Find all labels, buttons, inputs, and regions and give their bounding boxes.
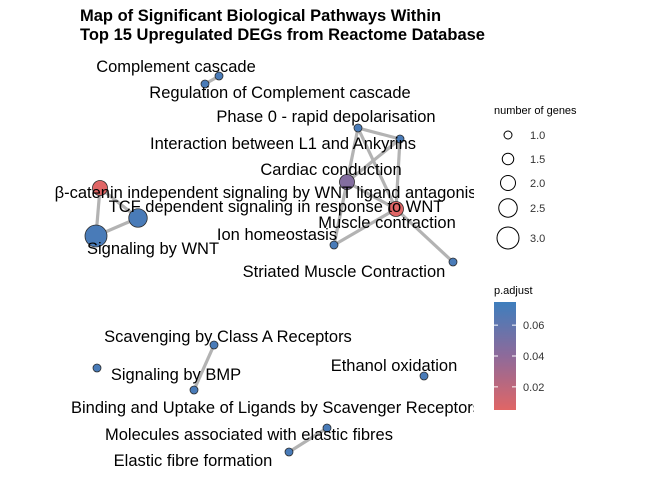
node-label-l1_ankyrins: Interaction between L1 and Ankyrins xyxy=(150,135,416,153)
node-binding xyxy=(189,385,199,395)
node-label-complement: Complement cascade xyxy=(96,58,256,76)
color-legend-title: p.adjust xyxy=(494,285,533,297)
color-legend-bar xyxy=(494,302,516,410)
labels-layer: Complement cascade Regulation of Compleme… xyxy=(55,58,490,470)
node-label-tcf_wnt: TCF dependent signaling in response to W… xyxy=(109,198,444,216)
node-cardiac xyxy=(339,174,355,190)
node-label-binding: Binding and Uptake of Ligands by Scaveng… xyxy=(71,399,481,417)
size-legend-key-3 xyxy=(498,198,518,218)
edge-muscle_contraction-striated xyxy=(394,207,455,264)
size-legend-key-2 xyxy=(500,175,516,191)
color-legend-label-2: 0.02 xyxy=(523,382,544,394)
color-legend-label-0: 0.06 xyxy=(523,320,544,332)
node-complement xyxy=(200,79,210,89)
node-label-striated: Striated Muscle Contraction xyxy=(243,263,446,281)
edges-layer xyxy=(94,74,455,454)
size-legend-title: number of genes xyxy=(494,105,577,117)
color-legend-label-1: 0.04 xyxy=(523,351,544,363)
node-label-elastic_form: Elastic fibre formation xyxy=(114,452,273,470)
edge-scav_a-binding xyxy=(192,344,216,391)
node-ion xyxy=(329,240,339,250)
node-label-elastic_mol: Molecules associated with elastic fibres xyxy=(105,426,393,444)
node-striated xyxy=(448,257,458,267)
node-reg_complement xyxy=(214,71,224,81)
nodes-layer xyxy=(84,71,458,457)
size-legend-label-0: 1.0 xyxy=(530,130,545,142)
node-muscle_contraction xyxy=(388,201,404,217)
node-label-ethanol: Ethanol oxidation xyxy=(331,357,458,375)
node-bmp xyxy=(92,363,102,373)
node-label-wnt_antag: β-catenin independent signaling by WNT l… xyxy=(55,184,490,202)
node-l1_ankyrins xyxy=(395,134,405,144)
size-legend-label-4: 3.0 xyxy=(530,233,545,245)
node-label-ion: Ion homeostasis xyxy=(217,226,337,244)
node-label-bmp: Signaling by BMP xyxy=(111,366,241,384)
node-tcf_wnt xyxy=(128,208,148,228)
node-label-scav_a: Scavenging by Class A Receptors xyxy=(104,328,352,346)
node-scav_a xyxy=(209,340,219,350)
edge-cardiac-muscle_contraction xyxy=(346,180,397,211)
size-legend-label-1: 1.5 xyxy=(530,154,545,166)
edge-phase0-muscle_contraction xyxy=(356,127,398,210)
edge-phase0-cardiac xyxy=(345,127,360,183)
size-legend-label-2: 2.0 xyxy=(530,178,545,190)
node-elastic_form xyxy=(284,447,294,457)
size-legend-key-4 xyxy=(496,226,520,250)
chart-title-line-1: Map of Significant Biological Pathways W… xyxy=(80,7,442,25)
edge-cardiac-ion xyxy=(332,181,349,246)
node-wnt xyxy=(84,224,108,248)
color-legend: p.adjust 0.06 0.04 0.02 xyxy=(494,285,544,410)
node-label-muscle_contraction: Muscle contraction xyxy=(318,214,456,232)
edge-elastic_mol-elastic_form xyxy=(288,426,328,454)
edge-muscle_contraction-ion xyxy=(333,207,397,247)
edge-phase0-l1_ankyrins xyxy=(357,126,401,141)
size-legend-key-0 xyxy=(503,130,513,140)
chart-title-line-2: Top 15 Upregulated DEGs from Reactome Da… xyxy=(80,26,485,44)
node-ethanol xyxy=(419,371,429,381)
node-label-phase0: Phase 0 - rapid depolarisation xyxy=(216,108,435,126)
size-legend-label-3: 2.5 xyxy=(530,203,545,215)
size-legend-key-1 xyxy=(501,152,515,166)
node-label-wnt: Signaling by WNT xyxy=(87,240,219,258)
node-elastic_mol xyxy=(322,423,332,433)
node-phase0 xyxy=(353,123,363,133)
size-legend: number of genes 1.0 1.5 2.0 2.5 3.0 xyxy=(494,105,577,250)
edge-l1_ankyrins-muscle_contraction xyxy=(394,138,402,210)
node-label-reg_complement: Regulation of Complement cascade xyxy=(149,84,410,102)
node-wnt_antag xyxy=(92,180,108,196)
node-label-cardiac: Cardiac conduction xyxy=(260,161,401,179)
